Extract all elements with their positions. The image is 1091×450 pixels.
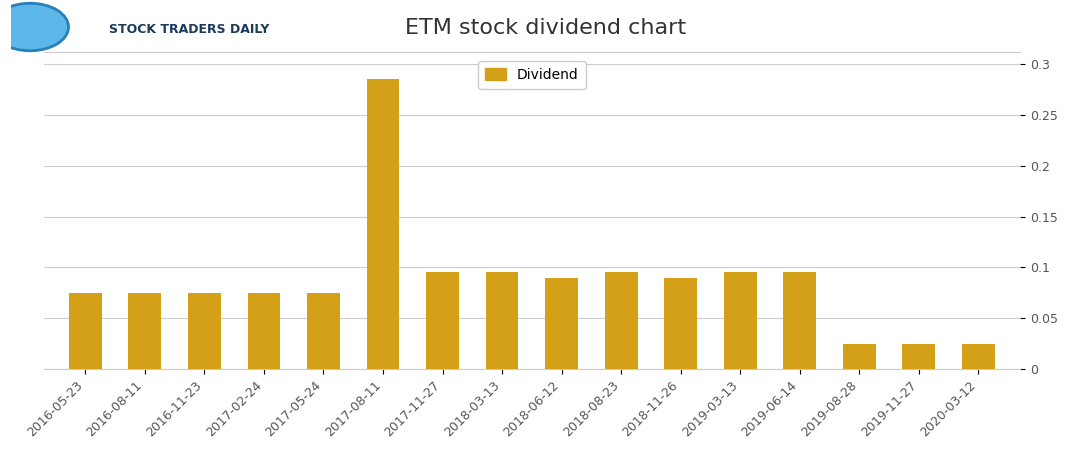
Bar <box>367 79 399 369</box>
Bar <box>427 272 459 369</box>
Bar <box>248 293 280 369</box>
Bar <box>307 293 340 369</box>
Bar <box>604 272 637 369</box>
Bar <box>69 293 101 369</box>
Bar <box>723 272 757 369</box>
Circle shape <box>0 4 67 50</box>
Bar <box>664 278 697 369</box>
Bar <box>902 344 935 369</box>
Bar <box>783 272 816 369</box>
Bar <box>129 293 161 369</box>
Bar <box>485 272 518 369</box>
Bar <box>546 278 578 369</box>
Legend: Dividend: Dividend <box>478 61 586 89</box>
Text: STOCK TRADERS DAILY: STOCK TRADERS DAILY <box>109 23 269 36</box>
Text: ETM stock dividend chart: ETM stock dividend chart <box>405 18 686 38</box>
Bar <box>962 344 995 369</box>
Bar <box>188 293 220 369</box>
Bar <box>843 344 876 369</box>
